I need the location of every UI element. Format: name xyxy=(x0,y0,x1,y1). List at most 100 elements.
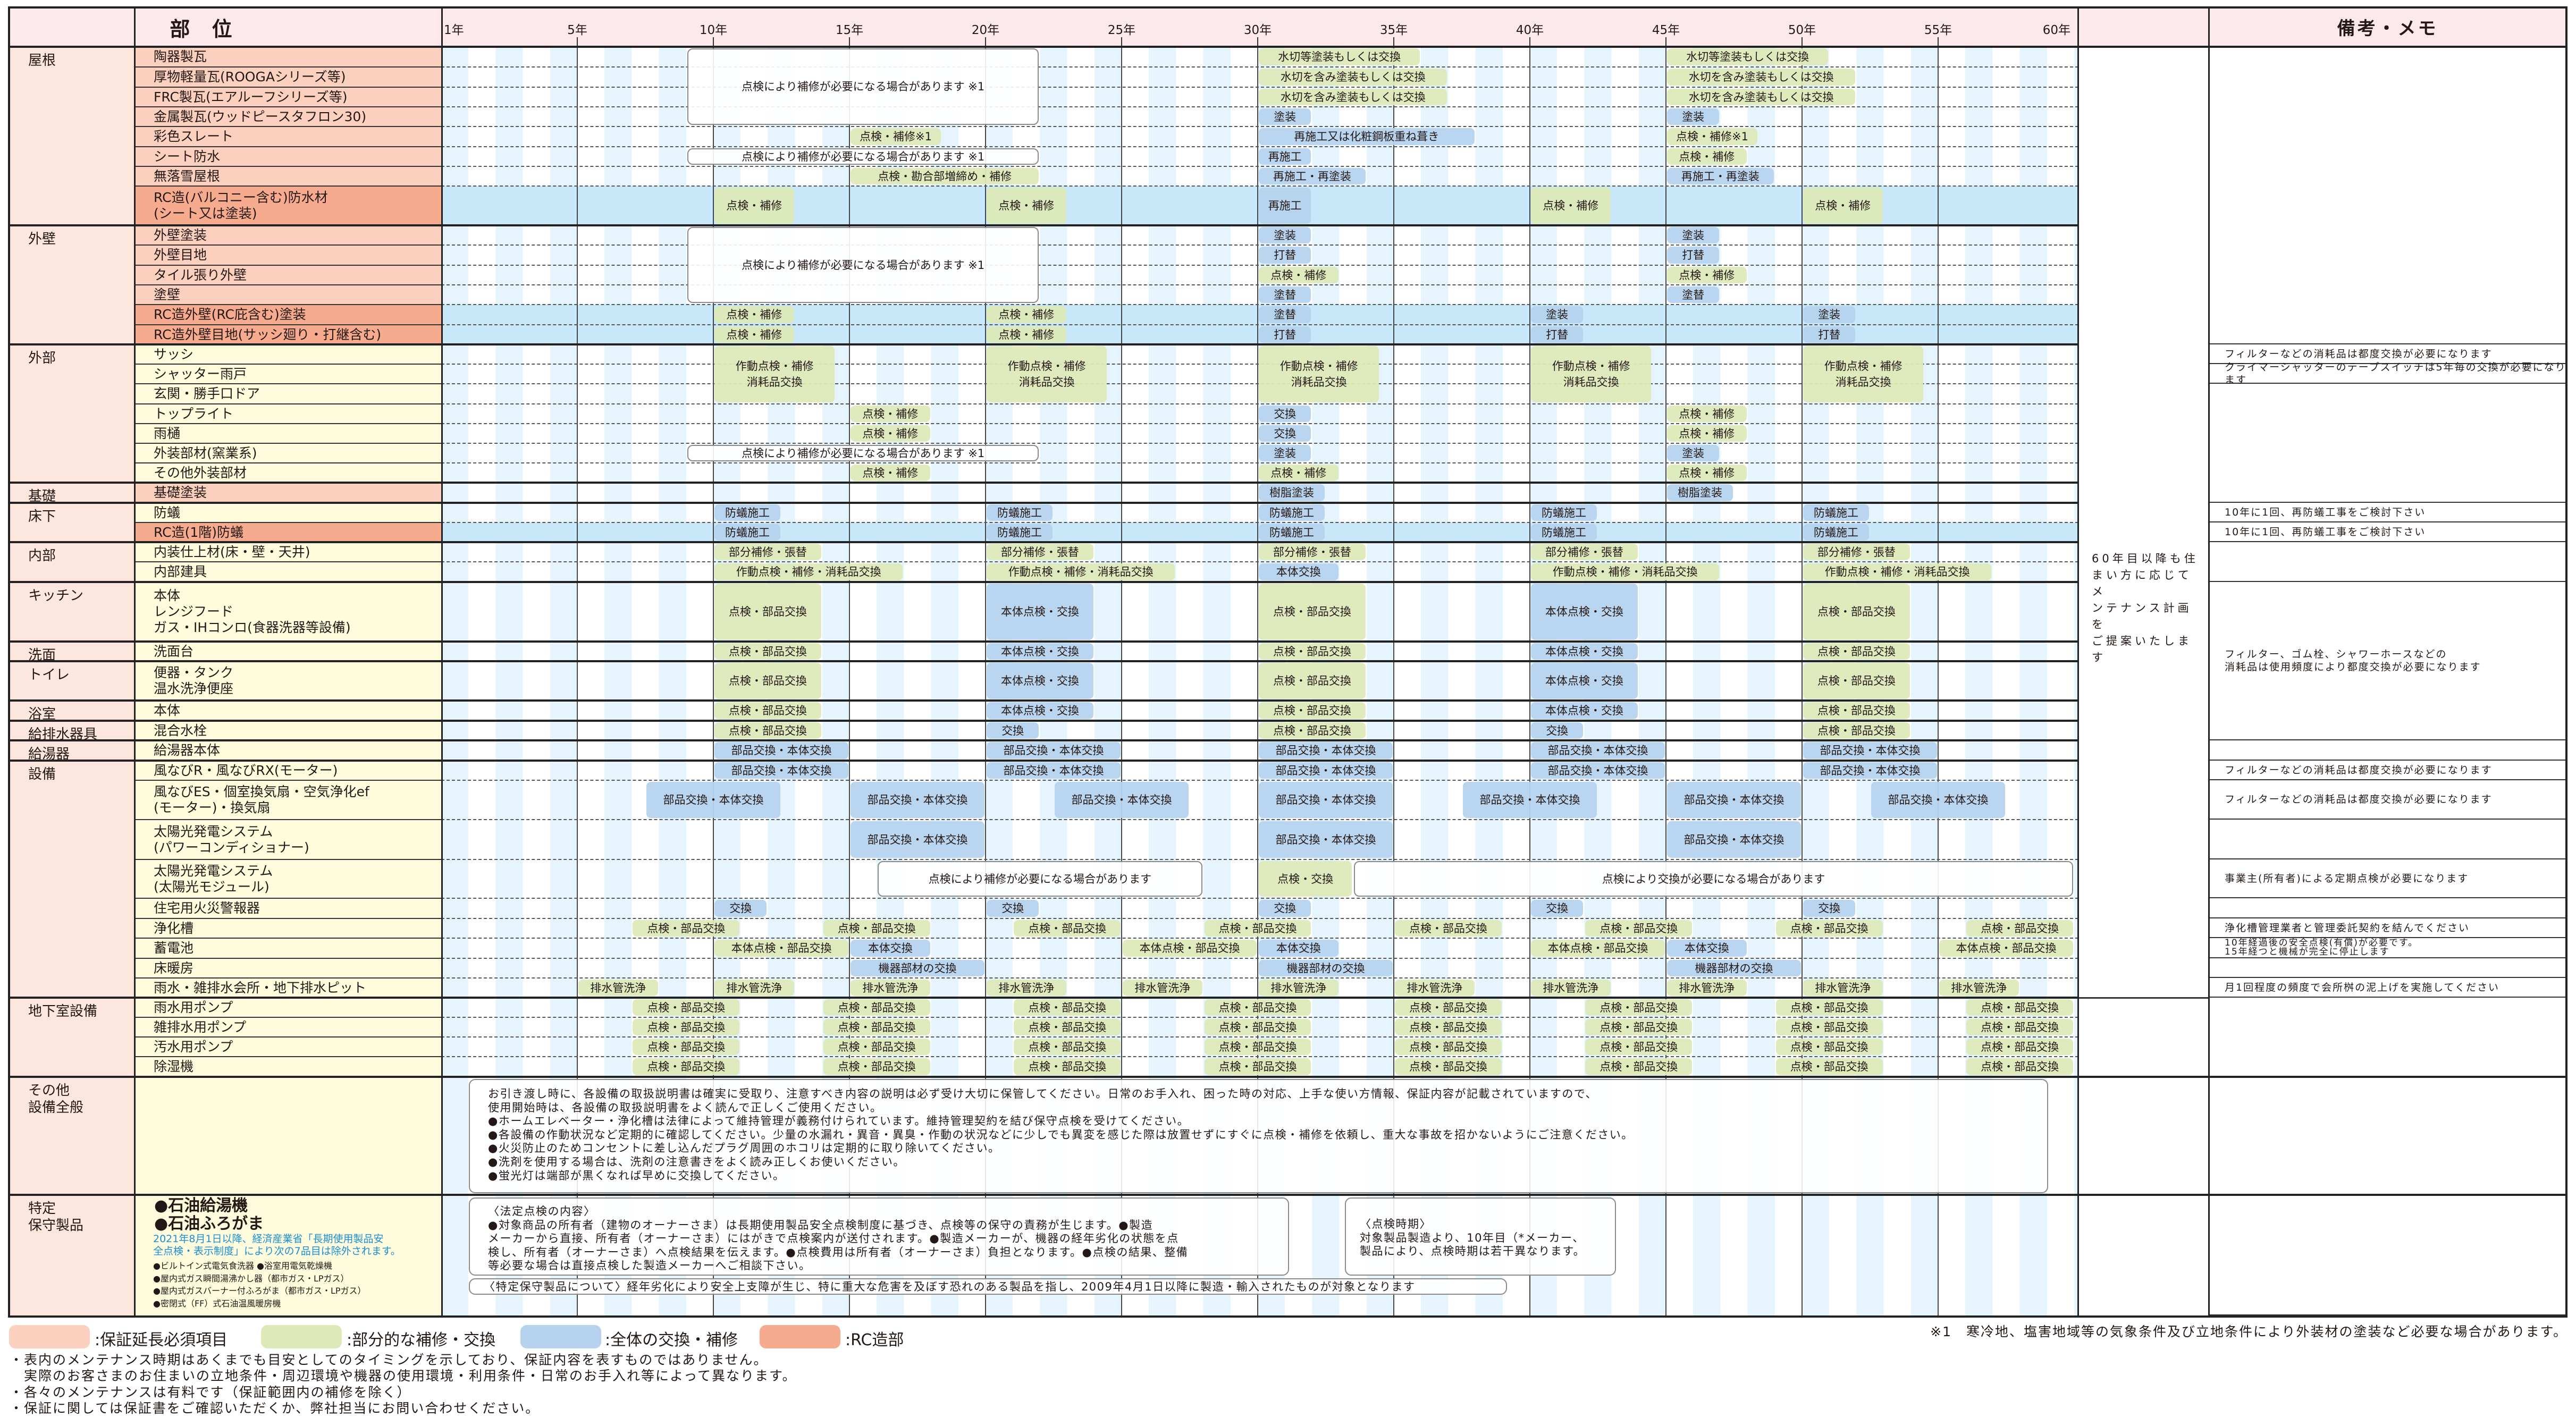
partial-repair-badge: 点検・部品交換 xyxy=(1966,1039,2073,1055)
group-divider xyxy=(9,660,2078,662)
year-label: 1年 xyxy=(444,23,464,37)
full-replacement-badge: 本体交換 xyxy=(1259,563,1338,580)
full-replacement-badge: 部品交換・本体交換 xyxy=(1531,742,1665,759)
year-gridline xyxy=(1938,47,1939,1315)
full-replacement-badge: 部品交換・本体交換 xyxy=(1667,821,1801,858)
partial-repair-badge: 排水管洗浄 xyxy=(1939,980,2019,996)
item-label: 外装部材(窯業系) xyxy=(134,443,442,463)
group-label: 給湯器 xyxy=(9,740,134,762)
item-divider xyxy=(134,304,442,305)
memo-cell xyxy=(2209,740,2566,761)
group-label: 屋根 xyxy=(9,47,134,225)
year-label: 15年 xyxy=(835,23,864,37)
row-divider xyxy=(441,146,2078,147)
group-divider xyxy=(9,343,2078,345)
partial-repair-badge: 排水管洗浄 xyxy=(1123,980,1202,996)
partial-repair-badge: 点検・部品交換 xyxy=(1395,920,1502,937)
excluded-product-list: ●ビルトイン式電気食洗器 ●浴室用電気乾燥機 ●屋内式ガス瞬間湯沸かし器（都市ガ… xyxy=(153,1260,366,1310)
row-divider xyxy=(441,938,2078,939)
group-label: 浴室 xyxy=(9,701,134,722)
partial-repair-badge: 点検・部品交換 xyxy=(714,722,821,739)
notice-box: 点検により補修が必要になる場合があります xyxy=(878,861,1202,897)
partial-repair-badge: 水切を含み塗装もしくは交換 xyxy=(1667,89,1856,105)
item-divider xyxy=(134,1036,442,1038)
group-divider xyxy=(9,640,2078,643)
memo-column-title: 備考・メモ xyxy=(2337,18,2438,39)
partial-repair-badge: 点検・補修 xyxy=(1531,188,1611,224)
item-label: RC造(バルコニー含む)防水材 (シート又は塗装) xyxy=(134,186,442,225)
item-divider xyxy=(134,106,442,107)
other-line: ●火災防止のためコンセントに差し込んだプラグ周囲のホコリは定期的に取り除いてくだ… xyxy=(488,1142,1000,1155)
partial-repair-badge: 作動点検・補修・消耗品交換 xyxy=(1531,563,1720,580)
partial-repair-badge: 点検・部品交換 xyxy=(1259,663,1366,699)
full-replacement-badge: 樹脂塗装 xyxy=(1259,484,1325,501)
full-replacement-badge: 樹脂塗装 xyxy=(1667,484,1733,501)
full-replacement-badge: 塗装 xyxy=(1531,306,1584,323)
partial-repair-badge: 作動点検・補修 消耗品交換 xyxy=(1259,346,1379,402)
item-label: 基礎塗装 xyxy=(134,483,442,503)
row-divider xyxy=(441,403,2078,404)
partial-repair-badge: 点検・部品交換 xyxy=(1585,920,1693,937)
memo-cell xyxy=(2209,998,2566,1077)
item-label: 彩色スレート xyxy=(134,126,442,147)
item-label: 風なびR・風なびRX(モーター) xyxy=(134,761,442,780)
row-divider xyxy=(441,977,2078,979)
specified-product: ●石油給湯機 xyxy=(154,1196,248,1215)
item-label: 雑排水用ポンプ xyxy=(134,1017,442,1037)
partial-repair-badge: 点検・補修 xyxy=(987,188,1066,224)
item-label: RC造外壁(RC庇含む)塗装 xyxy=(134,305,442,325)
partial-repair-badge: 点検・補修 xyxy=(714,306,794,323)
memo-cell xyxy=(2209,384,2566,503)
full-replacement-badge: 交換 xyxy=(1259,406,1311,422)
partial-repair-badge: 点検・部品交換 xyxy=(714,663,821,699)
year-tick xyxy=(1665,37,1666,47)
full-replacement-badge: 本体点検・交換 xyxy=(1531,663,1638,699)
group-divider xyxy=(9,502,2078,504)
item-label: RC造外壁目地(サッシ廻り・打継含む) xyxy=(134,325,442,344)
partial-repair-badge: 点検・部品交換 xyxy=(1803,722,1910,739)
full-replacement-badge: 打替 xyxy=(1531,326,1584,343)
full-replacement-badge: 塗装 xyxy=(1259,227,1311,243)
partial-repair-badge: 排水管洗浄 xyxy=(578,980,658,996)
year-label: 25年 xyxy=(1107,23,1136,37)
full-replacement-badge: 部品交換・本体交換 xyxy=(1667,782,1801,818)
column-divider xyxy=(441,7,443,1317)
item-label: サッシ xyxy=(134,344,442,364)
column-divider xyxy=(134,7,136,1317)
partial-repair-badge: 作動点検・補修 消耗品交換 xyxy=(1531,346,1652,402)
group-label: 給排水器具 xyxy=(9,721,134,743)
full-replacement-badge: 再施工・再塗装 xyxy=(1667,168,1774,184)
memo-cell: 10年経過後の安全点検(有償)が必要です。 15年経つと機械が完全に停止します xyxy=(2209,938,2566,958)
partial-repair-badge: 点検・補修※1 xyxy=(851,128,941,145)
row-divider xyxy=(441,1017,2078,1018)
partial-repair-badge: 点検・部品交換 xyxy=(1259,722,1366,739)
item-label: トップライト xyxy=(134,404,442,424)
group-label: キッチン xyxy=(9,582,134,642)
partial-repair-badge: 点検・部品交換 xyxy=(1585,1058,1693,1075)
legend-swatch-full xyxy=(520,1325,601,1348)
year-gridline xyxy=(1529,47,1530,1315)
item-divider xyxy=(134,423,442,424)
partial-repair-badge: 排水管洗浄 xyxy=(987,980,1066,996)
year-gridline xyxy=(1257,47,1258,1315)
partial-repair-badge: 部分補修・張替 xyxy=(714,544,821,560)
legend-label-full: :全体の交換・補修 xyxy=(605,1331,738,1349)
legend-label-required: :保証延長必須項目 xyxy=(95,1331,228,1349)
memo-cell xyxy=(2209,958,2566,978)
full-replacement-badge: 再施工・再塗装 xyxy=(1259,168,1366,184)
item-divider xyxy=(134,66,442,68)
partial-repair-badge: 水切を含み塗装もしくは交換 xyxy=(1259,89,1447,105)
memo-cell: 事業主(所有者)による定期点検が必要になります xyxy=(2209,859,2566,898)
partial-repair-badge: 点検・部品交換 xyxy=(1204,999,1311,1016)
full-replacement-badge: 防蟻施工 xyxy=(1259,504,1325,521)
row-divider xyxy=(441,185,2078,187)
item-label: シャッター雨戸 xyxy=(134,364,442,384)
item-label: 除湿機 xyxy=(134,1057,442,1077)
full-replacement-badge: 再施工 xyxy=(1259,188,1311,224)
notice-box: 点検により補修が必要になる場合があります ※1 xyxy=(687,148,1039,165)
other-line: 使用開始時は、各設備の取扱説明書をよく読んで正しくご使用ください。 xyxy=(488,1101,882,1114)
item-label: 太陽光発電システム (パワーコンディショナー) xyxy=(134,820,442,859)
partial-repair-badge: 点検・部品交換 xyxy=(1803,663,1910,699)
full-replacement-badge: 部品交換・本体交換 xyxy=(987,742,1121,759)
partial-repair-badge: 点検・部品交換 xyxy=(1395,1058,1502,1075)
